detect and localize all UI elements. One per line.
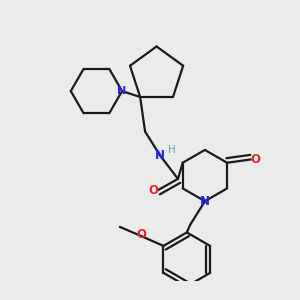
- Text: N: N: [117, 86, 127, 96]
- Text: O: O: [136, 228, 146, 241]
- Text: O: O: [251, 153, 261, 166]
- Text: N: N: [200, 195, 210, 208]
- Text: N: N: [155, 149, 165, 162]
- Text: H: H: [169, 145, 176, 155]
- Text: O: O: [148, 184, 159, 197]
